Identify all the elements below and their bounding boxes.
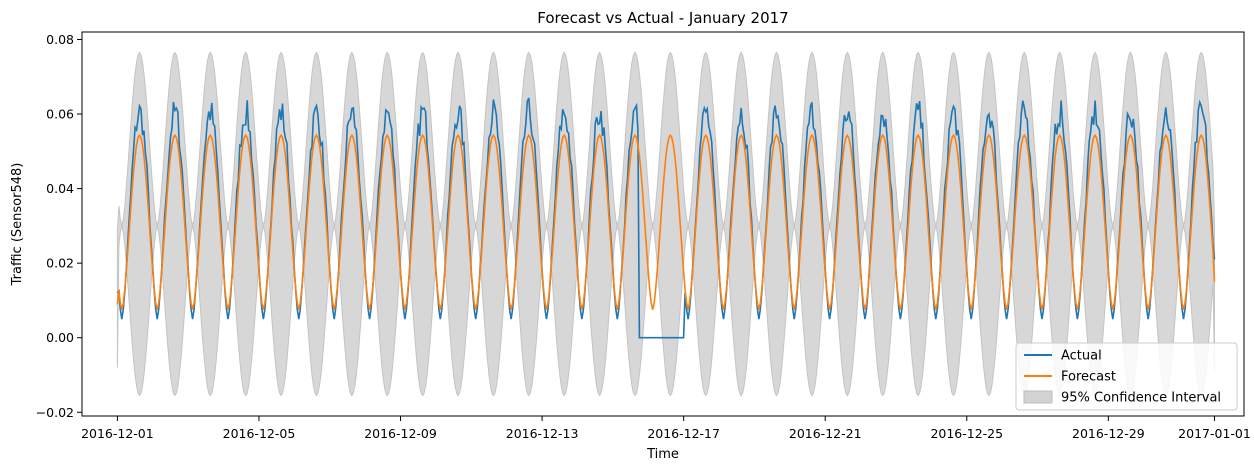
x-tick-label: 2016-12-17 (647, 426, 720, 441)
legend-label: Actual (1061, 349, 1102, 364)
series-lines-layer (116, 97, 1216, 339)
y-axis: −0.02 0.00 0.02 0.04 0.06 0.08 (36, 32, 82, 420)
x-tick-label: 2016-12-29 (1072, 426, 1145, 441)
legend: Actual Forecast 95% Confidence Interval (1015, 342, 1238, 411)
x-tick-label: 2017-01-01 (1178, 426, 1251, 441)
x-tick-label: 2016-12-09 (364, 426, 437, 441)
plot-frame (81, 31, 1245, 417)
x-tick-label: 2016-12-21 (789, 426, 862, 441)
legend-label: 95% Confidence Interval (1061, 391, 1221, 406)
y-tick-label: 0.08 (46, 32, 74, 47)
x-tick-label: 2016-12-05 (223, 426, 296, 441)
x-axis-label: Time (646, 447, 679, 462)
y-tick-label: 0.06 (46, 107, 74, 122)
legend-box (1015, 342, 1238, 411)
y-tick-label: 0.02 (46, 256, 74, 271)
y-tick-label: 0.04 (46, 181, 74, 196)
y-axis-label: Traffic (Sensor548) (10, 163, 25, 287)
legend-label: Forecast (1061, 370, 1116, 385)
chart-title: Forecast vs Actual - January 2017 (537, 9, 788, 27)
x-tick-label: 2016-12-25 (930, 426, 1003, 441)
forecast-series-line (116, 133, 1216, 310)
y-tick-label: −0.02 (36, 405, 74, 420)
legend-swatch-band (1023, 390, 1053, 404)
x-tick-label: 2016-12-01 (81, 426, 154, 441)
x-axis: 2016-12-01 2016-12-05 2016-12-09 2016-12-13… (81, 416, 1251, 441)
x-tick-label: 2016-12-13 (506, 426, 579, 441)
y-tick-label: 0.00 (46, 330, 74, 345)
